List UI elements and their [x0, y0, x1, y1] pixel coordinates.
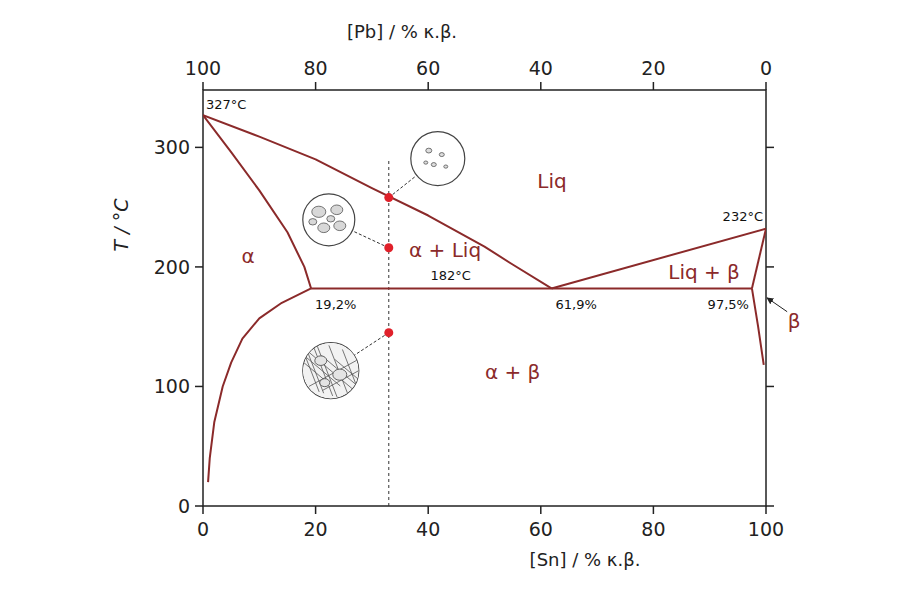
x-tick-label: 20	[304, 518, 328, 540]
region-label: α + Liq	[409, 238, 481, 262]
region-label: β	[788, 309, 801, 333]
icon-leader	[354, 333, 389, 356]
y-tick-label: 200	[154, 256, 190, 278]
plot-frame	[203, 90, 766, 506]
y-tick	[195, 147, 203, 149]
x2-tick	[653, 82, 655, 90]
phase-boundary	[551, 229, 766, 289]
grain	[312, 206, 326, 217]
temperature-label: 182°C	[431, 268, 471, 283]
state-point	[384, 328, 393, 337]
x-tick	[202, 506, 204, 514]
grain	[426, 148, 432, 153]
y-tick-right	[766, 386, 774, 388]
phase-boundary	[208, 288, 311, 482]
x2-tick-label: 40	[529, 57, 553, 79]
lamella	[311, 340, 333, 396]
region-label: α + β	[485, 360, 540, 384]
grain	[315, 356, 327, 366]
region-label: α	[241, 244, 254, 268]
grain	[424, 161, 428, 164]
icon-circle	[411, 132, 465, 186]
x-tick	[765, 506, 767, 514]
composition-label: 19,2%	[315, 297, 356, 312]
x-tick	[653, 506, 655, 514]
lamella	[321, 355, 367, 394]
x-tick-label: 40	[416, 518, 440, 540]
x2-tick-label: 20	[641, 57, 665, 79]
lamella	[315, 341, 337, 397]
x2-axis-label: [Pb] / % κ.β.	[347, 21, 457, 42]
temperature-label: 232°C	[723, 209, 763, 224]
grain	[431, 163, 436, 167]
composition-label: 61,9%	[555, 297, 596, 312]
x-tick-label: 0	[197, 518, 209, 540]
grain	[309, 219, 317, 225]
grain	[331, 205, 343, 215]
microstructure-icon	[281, 336, 381, 405]
x2-tick	[765, 82, 767, 90]
x-tick-label: 60	[529, 518, 553, 540]
region-label: Liq + β	[668, 260, 740, 284]
y-axis-label: T / °C	[110, 198, 132, 252]
y-tick-right	[766, 505, 774, 507]
composition-label: 97,5%	[708, 297, 749, 312]
y-tick-label: 0	[178, 495, 190, 517]
grain	[334, 221, 346, 231]
phase-diagram: 0204060801001008060402000100200300[Sn] /…	[0, 0, 900, 600]
icon-leader	[389, 175, 417, 197]
phase-boundary	[311, 287, 752, 289]
x2-tick	[427, 82, 429, 90]
grain	[327, 216, 335, 222]
y-tick-label: 100	[154, 375, 190, 397]
grain	[444, 165, 448, 168]
lamella	[294, 347, 340, 386]
x-tick-label: 100	[748, 518, 784, 540]
grain	[320, 379, 330, 387]
grain	[333, 369, 347, 380]
region-label: Liq	[537, 169, 566, 193]
x-tick	[315, 506, 317, 514]
icon-texture	[281, 336, 381, 405]
x-tick	[427, 506, 429, 514]
lamella	[281, 343, 327, 382]
x2-tick	[540, 82, 542, 90]
y-tick-right	[766, 266, 774, 268]
x2-tick-label: 60	[416, 57, 440, 79]
grain	[439, 153, 444, 157]
icon-leader	[352, 231, 388, 248]
x-tick-label: 80	[641, 518, 665, 540]
lamella	[308, 351, 354, 390]
y-tick	[195, 386, 203, 388]
x-axis-label: [Sn] / % κ.β.	[530, 549, 641, 570]
icon-circle	[303, 194, 355, 246]
y-tick	[195, 266, 203, 268]
x2-tick	[202, 82, 204, 90]
grain	[318, 223, 330, 233]
y-tick	[195, 505, 203, 507]
state-point	[384, 193, 393, 202]
phase-boundary	[203, 115, 311, 288]
x2-tick	[315, 82, 317, 90]
y-tick-label: 300	[154, 136, 190, 158]
state-point	[384, 243, 393, 252]
points-layer	[384, 193, 393, 337]
plot-area	[203, 115, 766, 506]
phase-boundary	[752, 288, 764, 365]
x2-tick-label: 0	[760, 57, 772, 79]
icon-texture	[309, 205, 346, 233]
phase-boundary	[203, 115, 551, 288]
x-tick	[540, 506, 542, 514]
phase-boundary	[752, 229, 766, 289]
x2-tick-label: 100	[185, 57, 221, 79]
temperature-label: 327°C	[206, 97, 246, 112]
y-tick-right	[766, 147, 774, 149]
lamella	[329, 345, 351, 401]
icon-texture	[424, 148, 448, 168]
microstructure-icon	[411, 132, 465, 186]
x2-tick-label: 80	[304, 57, 328, 79]
microstructure-icon	[303, 194, 355, 246]
annotation-arrow	[767, 298, 787, 312]
